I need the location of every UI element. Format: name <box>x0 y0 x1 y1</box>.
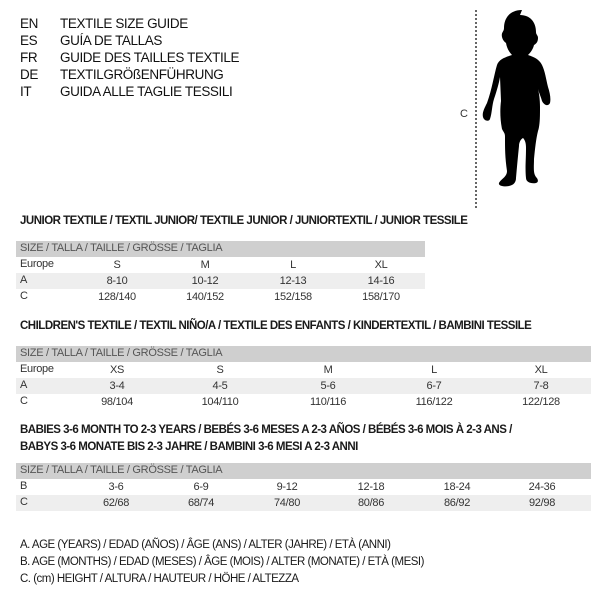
table-cell: 24-36 <box>528 481 556 493</box>
table-row: Europe XS S M L XL <box>16 362 591 378</box>
row-label: A <box>20 379 28 391</box>
table-cell: 158/170 <box>362 291 400 303</box>
table-header-row: SIZE / TALLA / TAILLE / GRÖSSE / TAGLIA <box>16 346 591 362</box>
table-header: SIZE / TALLA / TAILLE / GRÖSSE / TAGLIA <box>20 242 223 254</box>
table-cell: 122/128 <box>522 396 560 408</box>
table-row: B 3-6 6-9 9-12 12-18 18-24 24-36 <box>16 479 591 495</box>
table-row: C 62/68 68/74 74/80 80/86 86/92 92/98 <box>16 495 591 511</box>
table-cell: XL <box>534 364 548 376</box>
row-label: C <box>20 290 28 302</box>
table-header: SIZE / TALLA / TAILLE / GRÖSSE / TAGLIA <box>20 464 223 476</box>
language-code: IT <box>20 84 32 99</box>
row-label: Europe <box>20 258 54 270</box>
table-cell: 5-6 <box>320 380 336 392</box>
row-label: B <box>20 480 28 492</box>
table-row: C 128/140 140/152 152/158 158/170 <box>16 289 425 305</box>
table-cell: 98/104 <box>101 396 133 408</box>
guide-title: GUIDE DES TAILLES TEXTILE <box>60 50 240 65</box>
table-cell: 92/98 <box>528 497 556 509</box>
table-cell: 74/80 <box>273 497 301 509</box>
table-cell: XL <box>374 259 388 271</box>
legend-item: A. AGE (YEARS) / EDAD (AÑOS) / ÂGE (ANS)… <box>20 539 391 551</box>
table-cell: 140/152 <box>186 291 224 303</box>
table-cell: S <box>216 364 224 376</box>
row-label: C <box>20 496 28 508</box>
table-cell: M <box>323 364 333 376</box>
size-table: SIZE / TALLA / TAILLE / GRÖSSE / TAGLIA B… <box>16 463 591 511</box>
legend-item: C. (cm) HEIGHT / ALTURA / HAUTEUR / HÖHE… <box>20 573 299 585</box>
language-code: ES <box>20 33 38 48</box>
table-title: CHILDREN'S TEXTILE / TEXTIL NIÑO/A / TEX… <box>20 320 532 332</box>
legend-item: B. AGE (MONTHS) / EDAD (MESES) / ÂGE (MO… <box>20 556 424 568</box>
table-cell: XS <box>109 364 125 376</box>
table-cell: 9-12 <box>276 481 298 493</box>
table-cell: 12-18 <box>357 481 385 493</box>
guide-title: GUÍA DE TALLAS <box>60 33 162 48</box>
table-cell: 6-9 <box>193 481 209 493</box>
table-cell: 80/86 <box>357 497 385 509</box>
table-title: BABIES 3-6 MONTH TO 2-3 YEARS / BEBÉS 3-… <box>20 424 512 436</box>
table-row: A 8-10 10-12 12-13 14-16 <box>16 273 425 289</box>
language-code: FR <box>20 50 38 65</box>
table-cell: 62/68 <box>102 497 130 509</box>
table-cell: 4-5 <box>212 380 228 392</box>
language-code: EN <box>20 16 38 31</box>
guide-title: TEXTILGRÖßENFÜHRUNG <box>60 67 224 82</box>
table-row: C 98/104 104/110 110/116 116/122 122/128 <box>16 394 591 410</box>
table-row: Europe S M L XL <box>16 257 425 273</box>
row-label: Europe <box>20 363 54 375</box>
table-cell: 10-12 <box>191 275 219 287</box>
table-cell: 18-24 <box>443 481 471 493</box>
table-cell: 7-8 <box>533 380 549 392</box>
height-dotted-line <box>475 10 477 208</box>
table-row: A 3-4 4-5 5-6 6-7 7-8 <box>16 378 591 394</box>
table-cell: 152/158 <box>274 291 312 303</box>
table-cell: 104/110 <box>201 396 239 408</box>
height-marker-label: C <box>460 108 468 120</box>
table-cell: 110/116 <box>309 396 347 408</box>
guide-title: GUIDA ALLE TAGLIE TESSILI <box>60 84 233 99</box>
table-cell: M <box>200 259 210 271</box>
table-cell: 68/74 <box>187 497 215 509</box>
row-label: C <box>20 395 28 407</box>
guide-title: TEXTILE SIZE GUIDE <box>60 16 188 31</box>
size-table: SIZE / TALLA / TAILLE / GRÖSSE / TAGLIA E… <box>16 241 425 305</box>
table-cell: 3-6 <box>108 481 124 493</box>
table-title-line-2: BABYS 3-6 MONATE BIS 2-3 JAHRE / BAMBINI… <box>20 441 358 453</box>
row-label: A <box>20 274 28 286</box>
table-cell: 116/122 <box>415 396 453 408</box>
table-cell: 8-10 <box>106 275 128 287</box>
table-cell: L <box>431 364 437 376</box>
table-title: JUNIOR TEXTILE / TEXTIL JUNIOR/ TEXTILE … <box>20 215 468 227</box>
table-cell: S <box>113 259 121 271</box>
table-header: SIZE / TALLA / TAILLE / GRÖSSE / TAGLIA <box>20 347 223 359</box>
language-code: DE <box>20 67 38 82</box>
table-cell: 6-7 <box>426 380 442 392</box>
table-cell: 128/140 <box>98 291 136 303</box>
child-silhouette-icon <box>482 10 551 187</box>
table-cell: L <box>290 259 296 271</box>
table-cell: 12-13 <box>279 275 307 287</box>
table-cell: 14-16 <box>367 275 395 287</box>
size-table: SIZE / TALLA / TAILLE / GRÖSSE / TAGLIA E… <box>16 346 591 410</box>
table-header-row: SIZE / TALLA / TAILLE / GRÖSSE / TAGLIA <box>16 241 425 257</box>
table-cell: 86/92 <box>443 497 471 509</box>
table-header-row: SIZE / TALLA / TAILLE / GRÖSSE / TAGLIA <box>16 463 591 479</box>
table-cell: 3-4 <box>109 380 125 392</box>
